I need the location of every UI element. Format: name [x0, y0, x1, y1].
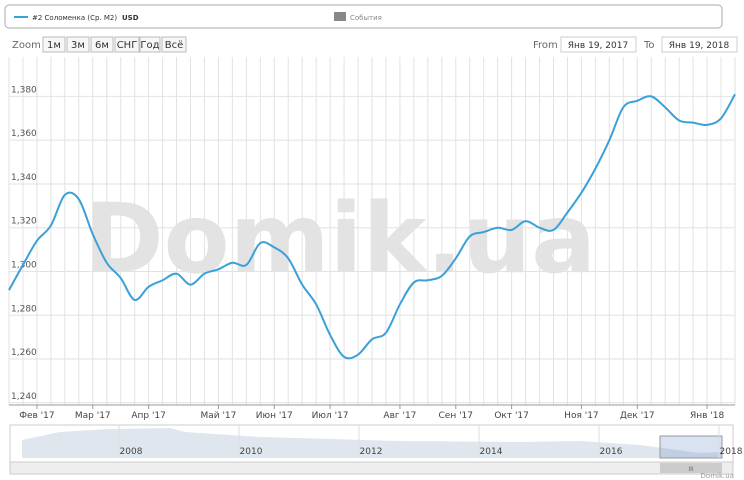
- navigator-year: 2016: [600, 447, 623, 457]
- zoom-button[interactable]: [114, 36, 140, 53]
- scrollbar-thumb[interactable]: [660, 463, 722, 473]
- zoom-button[interactable]: [66, 36, 90, 53]
- to-value[interactable]: Янв 19, 2018: [669, 41, 730, 51]
- zoom-button[interactable]: [90, 36, 114, 53]
- y-tick-label: 1,380: [11, 85, 37, 95]
- zoom-button-label[interactable]: 6м: [95, 40, 109, 51]
- scrollbar[interactable]: [9, 461, 734, 475]
- zoom-button-label[interactable]: Всё: [165, 40, 184, 51]
- watermark: Domik.ua: [84, 183, 596, 295]
- zoom-button-label[interactable]: 1м: [47, 40, 61, 51]
- zoom-button-label[interactable]: Год: [140, 40, 159, 51]
- x-tick-label: Май '17: [200, 411, 236, 421]
- legend-box: [4, 4, 723, 29]
- x-tick-label: Янв '18: [690, 411, 725, 421]
- x-tick-label: Авг '17: [383, 411, 416, 421]
- credit[interactable]: Domik.ua: [701, 472, 734, 480]
- legend-unit: USD: [122, 14, 139, 22]
- from-label: From: [533, 40, 558, 51]
- x-tick-label: Фев '17: [19, 411, 54, 421]
- to-label: To: [643, 40, 655, 51]
- zoom-button-label[interactable]: 3м: [71, 40, 85, 51]
- y-tick-label: 1,320: [11, 217, 37, 227]
- scrollbar-grip: III: [688, 466, 694, 473]
- zoom-button[interactable]: [161, 36, 187, 53]
- price-line: [8, 93, 736, 360]
- y-tick-label: 1,300: [11, 260, 37, 270]
- y-tick-label: 1,280: [11, 304, 37, 314]
- x-tick-label: Апр '17: [131, 411, 166, 421]
- x-tick-label: Мар '17: [75, 411, 111, 421]
- x-tick-label: Ноя '17: [564, 411, 598, 421]
- x-tick-label: Дек '17: [620, 411, 655, 421]
- navigator-year: 2014: [480, 447, 503, 457]
- y-tick-label: 1,340: [11, 173, 37, 183]
- x-tick-label: Июн '17: [256, 411, 293, 421]
- navigator-year: 2012: [360, 447, 383, 457]
- x-tick-label: Окт '17: [494, 411, 529, 421]
- from-value[interactable]: Янв 19, 2017: [568, 41, 628, 51]
- navigator-year: 2008: [120, 447, 143, 457]
- x-tick-label: Июл '17: [312, 411, 349, 421]
- legend-series[interactable]: #2 Соломенка (Ср. M2): [32, 14, 117, 22]
- navigator-year: 2018: [720, 447, 743, 457]
- legend-events[interactable]: События: [350, 14, 382, 22]
- navigator-area: [22, 428, 722, 458]
- zoom-label: Zoom: [12, 40, 41, 51]
- x-tick-label: Сен '17: [439, 411, 474, 421]
- to-input[interactable]: [661, 36, 738, 53]
- zoom-button[interactable]: [42, 36, 66, 53]
- y-tick-label: 1,260: [11, 348, 37, 358]
- navigator-year: 2010: [240, 447, 263, 457]
- zoom-button-label[interactable]: СНГ: [117, 40, 138, 51]
- from-input[interactable]: [560, 36, 637, 53]
- events-icon: [334, 12, 346, 21]
- zoom-button[interactable]: [139, 36, 161, 53]
- y-tick-label: 1,360: [11, 129, 37, 139]
- navigator-window[interactable]: [659, 435, 723, 459]
- y-tick-label: 1,240: [11, 392, 37, 402]
